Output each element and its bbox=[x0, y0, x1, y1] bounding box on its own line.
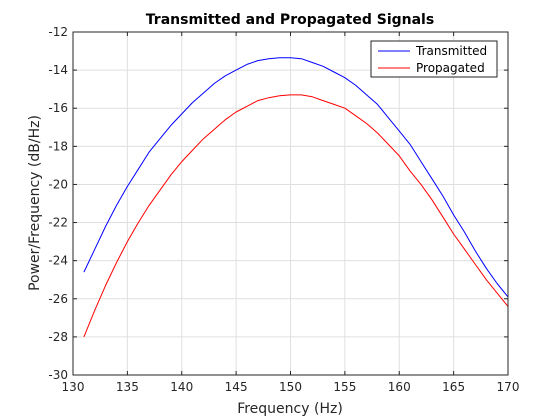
x-tick-label: 135 bbox=[116, 380, 139, 394]
x-tick-label: 150 bbox=[279, 380, 302, 394]
x-tick-label: 145 bbox=[225, 380, 248, 394]
y-tick-label: -16 bbox=[48, 101, 68, 115]
x-tick-label: 160 bbox=[388, 380, 411, 394]
y-tick-label: -28 bbox=[48, 330, 68, 344]
y-tick-label: -26 bbox=[48, 292, 68, 306]
x-tick-label: 155 bbox=[333, 380, 356, 394]
y-tick-label: -14 bbox=[48, 63, 68, 77]
x-axis-label: Frequency (Hz) bbox=[237, 401, 343, 417]
series-line-propagated bbox=[83, 94, 509, 338]
y-tick-label: -24 bbox=[48, 254, 68, 268]
legend-label-transmitted: Transmitted bbox=[415, 44, 487, 58]
axis-ticks bbox=[72, 31, 509, 376]
legend: Transmitted Propagated bbox=[370, 40, 498, 78]
y-tick-label: -22 bbox=[48, 216, 68, 230]
tick-labels: 130 135 140 145 150 155 160 165 170 -30 -28 -26 -24 -… bbox=[48, 25, 519, 394]
series-line-transmitted bbox=[83, 57, 509, 298]
legend-label-propagated: Propagated bbox=[416, 61, 485, 75]
y-tick-label: -18 bbox=[48, 139, 68, 153]
y-axis-label: Power/Frequency (dB/Hz) bbox=[27, 115, 43, 291]
series-lines bbox=[83, 57, 509, 338]
x-tick-label: 170 bbox=[497, 380, 520, 394]
y-tick-label: -20 bbox=[48, 177, 68, 191]
y-tick-label: -30 bbox=[48, 368, 68, 382]
chart-title: Transmitted and Propagated Signals bbox=[146, 12, 434, 28]
x-tick-label: 130 bbox=[62, 380, 85, 394]
x-tick-label: 165 bbox=[442, 380, 465, 394]
x-tick-label: 140 bbox=[170, 380, 193, 394]
y-tick-label: -12 bbox=[48, 25, 68, 39]
legend-box bbox=[370, 40, 498, 78]
